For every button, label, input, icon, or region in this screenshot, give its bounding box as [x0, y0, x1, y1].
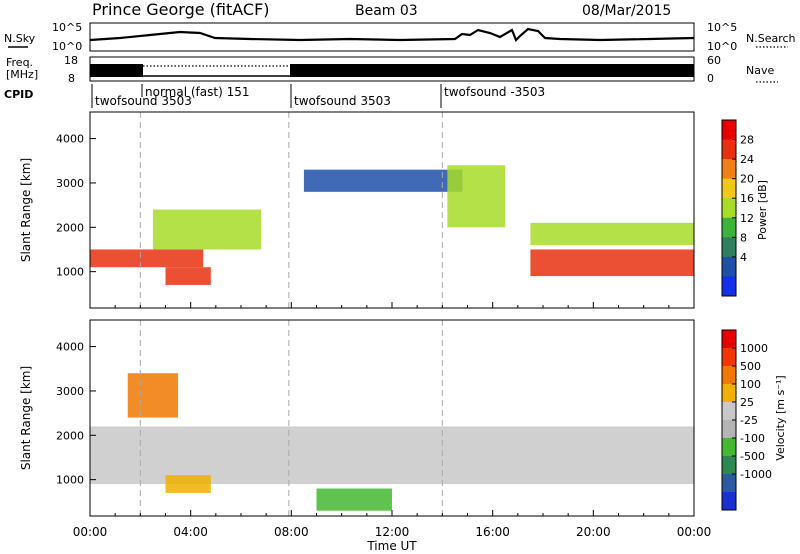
colorbar-tick-label: 8	[740, 231, 747, 244]
colorbar-tick-label: 100	[740, 378, 761, 391]
x-tick-label: 12:00	[375, 525, 410, 539]
velocity-y-label: Slant Range [km]	[19, 366, 33, 470]
freq-label-1: Freq.	[6, 56, 33, 69]
freq-left-tick-bottom: 8	[68, 72, 75, 85]
colorbar-segment	[722, 402, 736, 421]
scatter-band	[316, 488, 392, 511]
freq-right-tick-bottom: 0	[707, 72, 714, 85]
noise-left-tick-top: 10^5	[52, 21, 82, 34]
power-y-label: Slant Range [km]	[19, 158, 33, 262]
x-tick-label: 20:00	[576, 525, 611, 539]
x-tick-label: 08:00	[274, 525, 309, 539]
colorbar-tick-label: 500	[740, 360, 761, 373]
colorbar-tick-label: 1000	[740, 342, 768, 355]
scatter-band	[303, 169, 463, 192]
colorbar-tick-label: 20	[740, 173, 754, 186]
freq-band-2	[290, 64, 694, 77]
noise-sky-trace	[89, 27, 695, 42]
scatter-band	[152, 209, 262, 250]
colorbar-segment	[722, 474, 736, 493]
colorbar-segment	[722, 120, 736, 141]
colorbar-tick-label: -500	[740, 450, 765, 463]
beam-title: Beam 03	[355, 3, 418, 19]
cpid-segment-label: twofsound 3503	[294, 94, 391, 108]
y-tick-label: 1000	[56, 474, 84, 487]
colorbar-tick-label: 28	[740, 134, 754, 147]
noise-right-label: N.Search	[746, 32, 796, 45]
scatter-band	[530, 222, 694, 246]
velocity-colorbar-label: Velocity [m s⁻¹]	[774, 375, 787, 460]
colorbar-segment	[722, 366, 736, 385]
colorbar-frame	[721, 119, 737, 297]
colorbar-segment	[722, 217, 736, 238]
y-tick-label: 3000	[56, 177, 84, 190]
colorbar-segment	[722, 492, 736, 511]
freq-band-1	[90, 64, 143, 77]
cpid-segment-label: twofsound 3503	[95, 94, 192, 108]
noise-right-tick-top: 10^5	[707, 21, 737, 34]
power-y-axis: 1000 2000 3000 4000	[56, 133, 695, 308]
velocity-colorbar: 1000 500 100 25 -25 -100 -500 -1000	[721, 329, 772, 511]
cpid-segment-label: twofsound -3503	[444, 85, 545, 99]
freq-left-tick-top: 18	[64, 54, 78, 67]
power-heatmap	[90, 112, 694, 308]
colorbar-segment	[722, 348, 736, 367]
noise-left-label: N.Sky	[4, 32, 36, 45]
colorbar-segment	[722, 198, 736, 219]
colorbar-tick-label: 25	[740, 396, 754, 409]
scatter-band	[165, 475, 211, 493]
velocity-heatmap	[90, 320, 694, 516]
colorbar-tick-label: -100	[740, 432, 765, 445]
y-tick-label: 4000	[56, 133, 84, 146]
cpid-label: CPID	[4, 88, 33, 101]
x-tick-label: 00:00	[73, 525, 108, 539]
nave-label: Nave	[746, 64, 774, 77]
y-tick-label: 4000	[56, 341, 84, 354]
power-colorbar-label: Power [dB]	[756, 180, 769, 240]
colorbar-tick-label: 24	[740, 153, 754, 166]
colorbar-segment	[722, 178, 736, 199]
x-tick-label: 00:00	[677, 525, 712, 539]
colorbar-segment	[722, 384, 736, 403]
freq-right-tick-top: 60	[707, 54, 721, 67]
colorbar-tick-label: -25	[740, 414, 758, 427]
colorbar-tick-label: 4	[740, 251, 747, 264]
velocity-y-axis: 1000 2000 3000 4000	[56, 341, 695, 516]
colorbar-tick-label: 16	[740, 192, 754, 205]
time-x-axis: 00:00 04:00 08:00 12:00 16:00 20:00 00:00	[73, 525, 712, 539]
noise-left-tick-bottom: 10^0	[52, 40, 82, 53]
colorbar-segment	[722, 456, 736, 475]
freq-label-2: [MHz]	[6, 68, 38, 81]
colorbar-tick-label: -1000	[740, 468, 772, 481]
colorbar-segment	[722, 237, 736, 258]
colorbar-segment	[722, 139, 736, 160]
colorbar-segment	[722, 420, 736, 439]
cpid-segment-label: normal (fast) 151	[145, 85, 249, 99]
x-tick-label: 04:00	[173, 525, 208, 539]
scatter-band	[530, 249, 694, 277]
y-tick-label: 2000	[56, 221, 84, 234]
y-tick-label: 3000	[56, 385, 84, 398]
colorbar-segment	[722, 330, 736, 349]
date-title: 08/Mar/2015	[582, 3, 671, 19]
colorbar-segment	[722, 159, 736, 180]
scatter-band	[127, 373, 179, 418]
power-colorbar: 28 24 20 16 12 8 4	[721, 119, 754, 297]
scatter-band	[90, 249, 204, 268]
colorbar-tick-label: 12	[740, 212, 754, 225]
y-tick-label: 1000	[56, 266, 84, 279]
x-axis-label: Time UT	[366, 539, 417, 553]
scatter-band	[165, 267, 211, 285]
scatter-band	[90, 426, 694, 485]
station-title: Prince George (fitACF)	[92, 0, 270, 19]
noise-panel-frame	[89, 22, 695, 52]
colorbar-segment	[722, 438, 736, 457]
noise-right-tick-bottom: 10^0	[707, 40, 737, 53]
colorbar-segment	[722, 256, 736, 277]
scatter-band	[447, 165, 506, 228]
x-tick-label: 16:00	[475, 525, 510, 539]
colorbar-segment	[722, 276, 736, 297]
y-tick-label: 2000	[56, 429, 84, 442]
